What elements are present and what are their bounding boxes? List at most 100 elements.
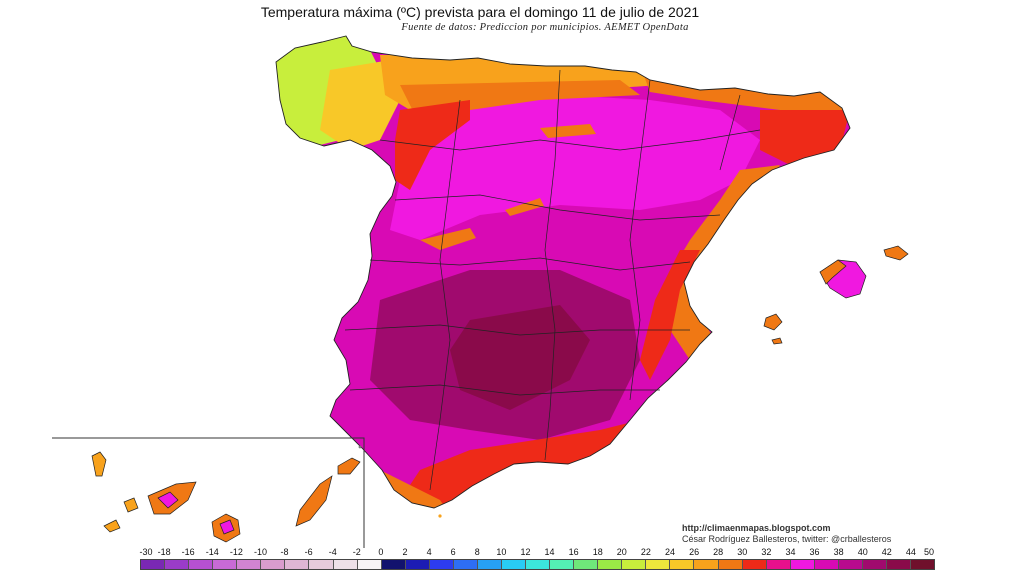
legend-swatch (213, 560, 238, 569)
map-subtitle: Fuente de datos: Prediccion por municipi… (401, 22, 689, 33)
legend-swatch (526, 560, 551, 569)
zone-strait (380, 470, 450, 508)
legend-tick-label: 6 (450, 547, 456, 557)
legend-tick-label: 22 (640, 547, 651, 557)
legend-swatch (718, 560, 743, 569)
legend-swatch (862, 560, 887, 569)
legend-tick-label: -16 (181, 547, 195, 557)
legend-color-bar (140, 559, 935, 570)
zone-galicia-mild (320, 60, 400, 150)
legend-tick-label: 50 (923, 547, 935, 557)
zone-sierra-2 (540, 124, 596, 138)
legend-tick-label: 2 (402, 547, 408, 557)
legend-swatch (141, 560, 166, 569)
tenerife-core (157, 491, 179, 509)
legend-swatch (429, 560, 454, 569)
zone-north-plateau (390, 95, 760, 240)
legend-tick-label: 8 (474, 547, 480, 557)
menorca (883, 245, 909, 261)
legend-tick-label: 38 (833, 547, 844, 557)
legend-swatch (670, 560, 695, 569)
legend-tick-label: -18 (157, 547, 171, 557)
location-marker (438, 514, 442, 518)
formentera (771, 337, 783, 345)
legend-swatch (261, 560, 286, 569)
legend-labels: -30 -18 -16 -14 -12 -10 -8 -6 -4 -2 0 2 4 6 8 10 12 14 16 1… (139, 547, 935, 559)
legend-swatch (550, 560, 575, 569)
legend-tick-label: -14 (205, 547, 219, 557)
legend-tick-label: -10 (253, 547, 267, 557)
coastline (275, 35, 851, 509)
legend-swatch (886, 560, 911, 569)
gran-canaria-core (219, 519, 235, 535)
legend-swatch (477, 560, 502, 569)
border-line (629, 79, 651, 401)
legend-tick-label: 40 (857, 547, 868, 557)
legend-swatch (838, 560, 863, 569)
zone-sierra-3 (505, 198, 544, 216)
legend-swatch (790, 560, 815, 569)
mainland-spain (275, 35, 851, 509)
legend-swatch (453, 560, 478, 569)
province-borders (344, 69, 761, 491)
legend-swatch (501, 560, 526, 569)
border-line (719, 94, 741, 171)
legend-swatch (405, 560, 430, 569)
temperature-legend: -30 -18 -16 -14 -12 -10 -8 -6 -4 -2 0 2 4 6 8 10 12 14 16 1… (139, 547, 935, 573)
legend-tick-label: 24 (664, 547, 676, 557)
legend-swatch (237, 560, 262, 569)
legend-swatch (814, 560, 839, 569)
legend-tick-label: 34 (785, 547, 796, 557)
credit-url: http://climaenmapas.blogspot.com (682, 523, 831, 533)
legend-swatch (911, 560, 935, 569)
map-title: Temperatura máxima (ºC) prevista para el… (260, 4, 700, 20)
legend-tick-label: 16 (568, 547, 579, 557)
legend-swatch (333, 560, 358, 569)
ibiza (763, 313, 783, 331)
legend-tick-label: 4 (426, 547, 432, 557)
legend-tick-label: -6 (304, 547, 313, 557)
legend-tick-label: 0 (378, 547, 384, 557)
legend-tick-label: 28 (713, 547, 724, 557)
canary-islands-inset (52, 437, 365, 548)
zone-cantabria-warm (400, 80, 640, 125)
legend-tick-label: 26 (689, 547, 700, 557)
legend-tick-label: 18 (592, 547, 603, 557)
fuerteventura (295, 475, 333, 527)
legend-tick-label: 20 (616, 547, 627, 557)
border-line (394, 194, 721, 221)
legend-tick-label: -2 (352, 547, 361, 557)
border-line (379, 129, 761, 151)
zone-red-north (395, 100, 470, 190)
location-marker (358, 445, 362, 449)
legend-tick-label: 44 (905, 547, 916, 557)
la-palma (91, 451, 107, 477)
zone-east-coast-red (640, 250, 700, 380)
legend-swatch (598, 560, 623, 569)
border-line (344, 324, 690, 336)
legend-tick-label: 42 (881, 547, 892, 557)
legend-tick-label: 12 (520, 547, 531, 557)
inset-frame (52, 437, 365, 548)
legend-swatch (381, 560, 406, 569)
lanzarote (337, 457, 361, 475)
legend-swatch (357, 560, 382, 569)
la-gomera (123, 497, 139, 513)
border-line (349, 384, 660, 396)
legend-tick-label: -30 (139, 547, 153, 557)
legend-tick-label: 10 (496, 547, 507, 557)
zone-sierra-1 (420, 228, 476, 250)
credit-author: César Rodríguez Ballesteros, twitter: @c… (682, 534, 892, 544)
border-line (369, 257, 691, 271)
legend-tick-label: -12 (229, 547, 243, 557)
legend-swatch (574, 560, 599, 569)
legend-swatch (694, 560, 719, 569)
border-line (429, 99, 461, 491)
legend-swatch (285, 560, 310, 569)
legend-tick-label: 30 (737, 547, 748, 557)
legend-swatch (189, 560, 214, 569)
el-hierro (103, 519, 121, 533)
legend-swatch (646, 560, 671, 569)
legend-swatch (766, 560, 791, 569)
